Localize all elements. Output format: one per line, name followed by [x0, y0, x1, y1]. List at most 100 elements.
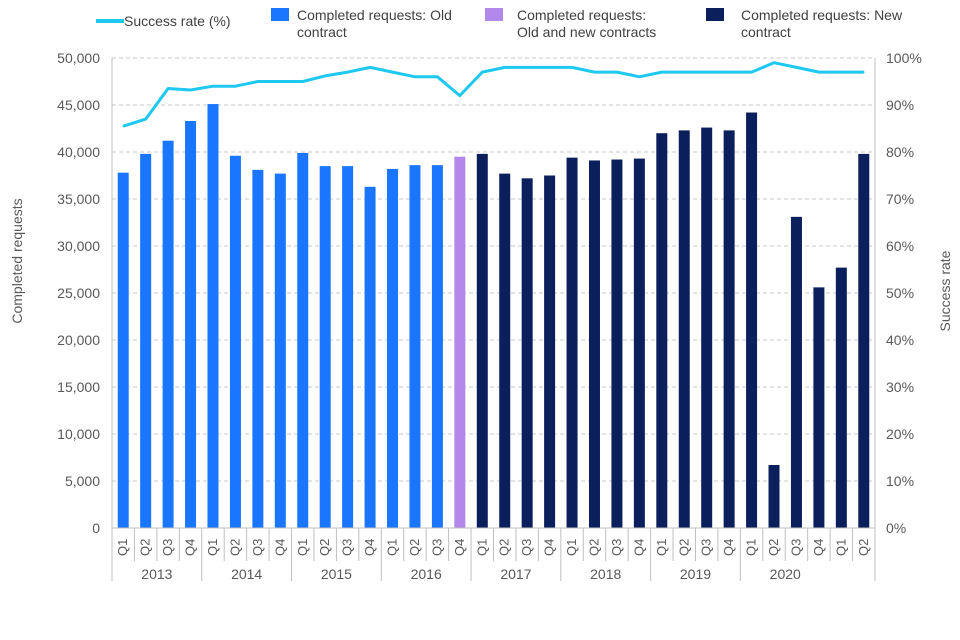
success-rate-point	[638, 76, 641, 78]
bar	[746, 112, 758, 529]
left-tick-label: 45,000	[57, 97, 100, 113]
x-quarter-label: Q1	[744, 539, 759, 556]
bar	[544, 175, 556, 528]
success-rate-point	[167, 87, 169, 90]
legend-mixed-label-2: Old and new contracts	[517, 24, 656, 40]
bar	[387, 168, 399, 529]
bar	[768, 465, 780, 528]
axes: 0 0% 5,000 10% 10,000 20% 15,000 30% 20,000 40% 25…	[57, 50, 922, 582]
success-rate-point	[369, 66, 371, 69]
bar	[162, 140, 174, 528]
success-rate-point	[773, 61, 775, 64]
bar	[566, 157, 578, 528]
x-quarter-label: Q3	[788, 539, 803, 556]
legend-mixed-swatch	[485, 8, 503, 21]
x-year-label: 2018	[590, 566, 621, 582]
legend-new-label-2: contract	[741, 24, 791, 40]
x-year-label: 2020	[770, 566, 801, 582]
success-rate-point	[750, 71, 753, 73]
right-tick-label: 100%	[886, 50, 922, 66]
success-rate-point	[234, 85, 237, 87]
success-rate-point	[189, 89, 192, 91]
right-tick-label: 80%	[886, 144, 914, 160]
x-quarter-label: Q1	[205, 539, 220, 556]
bar	[611, 159, 623, 528]
x-year-label: 2017	[500, 566, 531, 582]
success-rate-line-group	[122, 61, 865, 128]
x-quarter-label: Q4	[452, 539, 467, 556]
bar	[678, 130, 690, 528]
right-tick-label: 70%	[886, 191, 914, 207]
bar	[588, 160, 600, 528]
success-rate-point	[683, 71, 686, 73]
bar	[364, 186, 376, 528]
legend-mixed-label-1: Completed requests:	[517, 7, 646, 23]
x-quarter-label: Q1	[474, 539, 489, 556]
x-quarter-label: Q1	[295, 539, 310, 556]
legend-line-label: Success rate (%)	[124, 13, 231, 29]
x-year-label: 2014	[231, 566, 262, 582]
legend-new-label-1: Completed requests: New	[741, 7, 903, 23]
left-tick-label: 25,000	[57, 285, 100, 301]
success-rate-point	[144, 118, 147, 120]
x-quarter-label: Q3	[609, 539, 624, 556]
left-axis-title: Completed requests	[9, 198, 25, 323]
success-rate-point	[862, 71, 865, 73]
x-quarter-label: Q1	[385, 539, 400, 556]
x-quarter-label: Q3	[429, 539, 444, 556]
x-quarter-label: Q2	[138, 539, 153, 556]
bar	[723, 130, 735, 528]
x-quarter-label: Q1	[654, 539, 669, 556]
success-rate-point	[705, 71, 708, 73]
x-year-label: 2013	[141, 566, 172, 582]
bar	[140, 153, 152, 528]
legend-old-label-2: contract	[297, 24, 347, 40]
success-rate-point	[548, 66, 551, 69]
left-tick-label: 35,000	[57, 191, 100, 207]
success-rate-point	[571, 66, 573, 69]
left-tick-label: 15,000	[57, 379, 100, 395]
success-rate-point	[481, 71, 484, 73]
gridlines	[112, 57, 875, 482]
x-quarter-label: Q4	[183, 539, 198, 556]
success-rate-point	[122, 125, 125, 127]
right-tick-label: 40%	[886, 332, 914, 348]
success-rate-point	[795, 66, 798, 69]
x-year-label: 2015	[321, 566, 352, 582]
success-rate-point	[818, 71, 820, 73]
x-quarter-label: Q1	[115, 539, 130, 556]
x-quarter-label: Q2	[407, 539, 422, 556]
success-rate-point	[526, 66, 528, 69]
left-tick-label: 20,000	[57, 332, 100, 348]
bar	[342, 166, 354, 528]
x-quarter-label: Q2	[227, 539, 242, 556]
success-rate-point	[436, 76, 439, 78]
x-quarter-label: Q3	[340, 539, 355, 556]
bar	[431, 165, 443, 528]
success-rate-point	[346, 71, 349, 73]
x-quarter-label: Q2	[856, 539, 871, 556]
legend: Success rate (%) Completed requests: Old…	[96, 7, 903, 40]
right-tick-label: 90%	[886, 97, 914, 113]
success-rate-point	[301, 80, 304, 83]
legend-old-label-1: Completed requests: Old	[297, 7, 452, 23]
bar	[454, 156, 466, 528]
bar	[476, 153, 488, 528]
bar	[656, 133, 668, 528]
left-tick-label: 5,000	[65, 473, 100, 489]
x-quarter-label: Q4	[272, 539, 287, 556]
success-rate-point	[616, 71, 618, 73]
success-rate-point	[324, 75, 326, 77]
success-rate-point	[503, 66, 506, 69]
x-quarter-label: Q2	[676, 539, 691, 556]
success-rate-point	[212, 85, 214, 87]
bar	[117, 172, 129, 528]
right-axis-title: Success rate	[937, 250, 953, 331]
success-rate-point	[661, 71, 663, 73]
bar	[499, 173, 511, 528]
bars-group	[117, 104, 870, 529]
right-tick-label: 60%	[886, 238, 914, 254]
bar	[858, 153, 870, 528]
legend-new-swatch	[706, 8, 724, 21]
